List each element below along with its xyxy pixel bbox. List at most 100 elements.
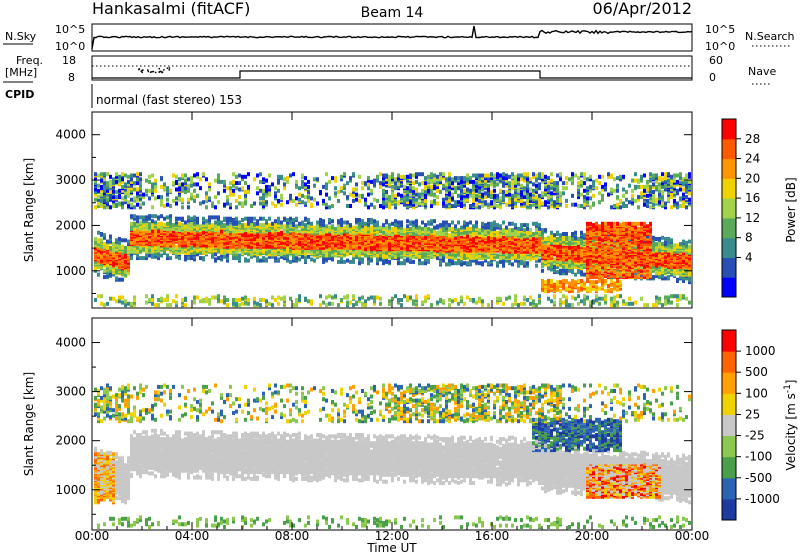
nave-point <box>166 67 169 69</box>
power-cell <box>373 223 376 228</box>
power-cell <box>187 183 190 188</box>
power-cell <box>139 256 142 261</box>
power-cell <box>127 245 130 250</box>
power-cell <box>292 303 295 308</box>
power-cell <box>259 188 262 193</box>
nave-scatter <box>138 67 171 74</box>
power-cell <box>376 245 379 250</box>
power-cell <box>406 192 409 197</box>
power-cell <box>202 220 205 225</box>
power-cell <box>121 205 124 210</box>
date-title: 06/Apr/2012 <box>592 0 692 18</box>
power-cell <box>418 182 421 187</box>
power-cell <box>157 228 160 233</box>
power-cell <box>421 254 424 259</box>
power-cell <box>226 195 229 200</box>
power-cell <box>433 237 436 241</box>
power-cell <box>322 239 325 244</box>
power-cell <box>448 223 451 228</box>
power-cell <box>367 205 370 210</box>
power-cell <box>253 247 256 252</box>
power-cell <box>265 299 268 304</box>
power-cell <box>247 244 250 249</box>
power-cell <box>343 220 346 225</box>
power-cell <box>349 178 352 183</box>
power-cell <box>268 301 271 306</box>
power-cell <box>304 248 307 253</box>
power-cell <box>484 182 487 187</box>
power-cell <box>181 173 184 178</box>
nave-point <box>140 70 142 72</box>
power-cell <box>379 172 382 177</box>
power-cell <box>421 261 424 266</box>
power-cell <box>523 228 526 233</box>
power-cell <box>115 256 118 261</box>
power-cell <box>232 218 235 222</box>
power-cell <box>283 299 286 304</box>
power-cell <box>196 295 199 300</box>
power-cell <box>466 187 469 192</box>
power-cell <box>424 176 427 181</box>
power-cell <box>202 200 205 205</box>
power-cell <box>112 181 115 186</box>
power-cell <box>118 237 121 241</box>
power-cell <box>232 244 235 249</box>
power-cell <box>127 174 130 179</box>
power-cell <box>340 177 343 182</box>
power-cell <box>163 204 166 208</box>
freq-tick-top: 18 <box>62 54 76 67</box>
power-cell <box>397 176 400 181</box>
power-cell <box>94 181 97 186</box>
power-cell <box>439 298 442 302</box>
power-cell <box>475 188 478 193</box>
power-cell <box>421 226 424 231</box>
power-cell <box>358 296 361 301</box>
power-cell <box>217 240 220 245</box>
power-cell <box>205 193 208 198</box>
power-cell <box>121 172 124 177</box>
power-cell <box>190 251 193 255</box>
power-cell <box>523 195 526 200</box>
power-cell <box>268 173 271 178</box>
power-cell <box>535 195 538 200</box>
power-cell <box>280 196 283 201</box>
power-cell <box>352 249 355 254</box>
power-cell <box>385 242 388 247</box>
power-cell <box>226 197 229 202</box>
nave-point <box>154 71 157 74</box>
power-cell <box>133 214 136 219</box>
power-cell <box>367 296 370 301</box>
power-cell <box>511 184 514 189</box>
nsearch-label: N.Search <box>745 30 795 43</box>
power-cell <box>187 221 190 226</box>
power-cell <box>397 256 400 261</box>
power-cell <box>211 251 214 255</box>
power-cell <box>487 202 490 207</box>
power-cell <box>418 201 421 206</box>
power-cell <box>214 205 217 210</box>
power-cell <box>322 253 325 258</box>
power-cell <box>496 172 499 177</box>
power-cell <box>385 225 388 230</box>
power-cell <box>187 228 190 233</box>
power-cell <box>382 182 385 187</box>
power-cell <box>163 251 166 255</box>
power-cell <box>286 200 289 205</box>
power-cell <box>187 205 190 210</box>
power-cell <box>118 245 121 250</box>
power-cell <box>103 193 106 198</box>
power-cell <box>148 216 151 221</box>
power-cell <box>349 300 352 305</box>
power-cell <box>205 205 208 210</box>
power-cell <box>247 184 250 189</box>
power-cell <box>310 229 313 234</box>
power-cell <box>169 229 172 234</box>
power-cell <box>511 262 514 267</box>
power-cell <box>190 183 193 188</box>
power-cell <box>256 232 259 236</box>
power-cell <box>106 273 109 278</box>
power-cell <box>121 238 124 243</box>
power-cell <box>196 252 199 257</box>
power-cell <box>325 243 328 248</box>
power-cell <box>181 223 184 228</box>
